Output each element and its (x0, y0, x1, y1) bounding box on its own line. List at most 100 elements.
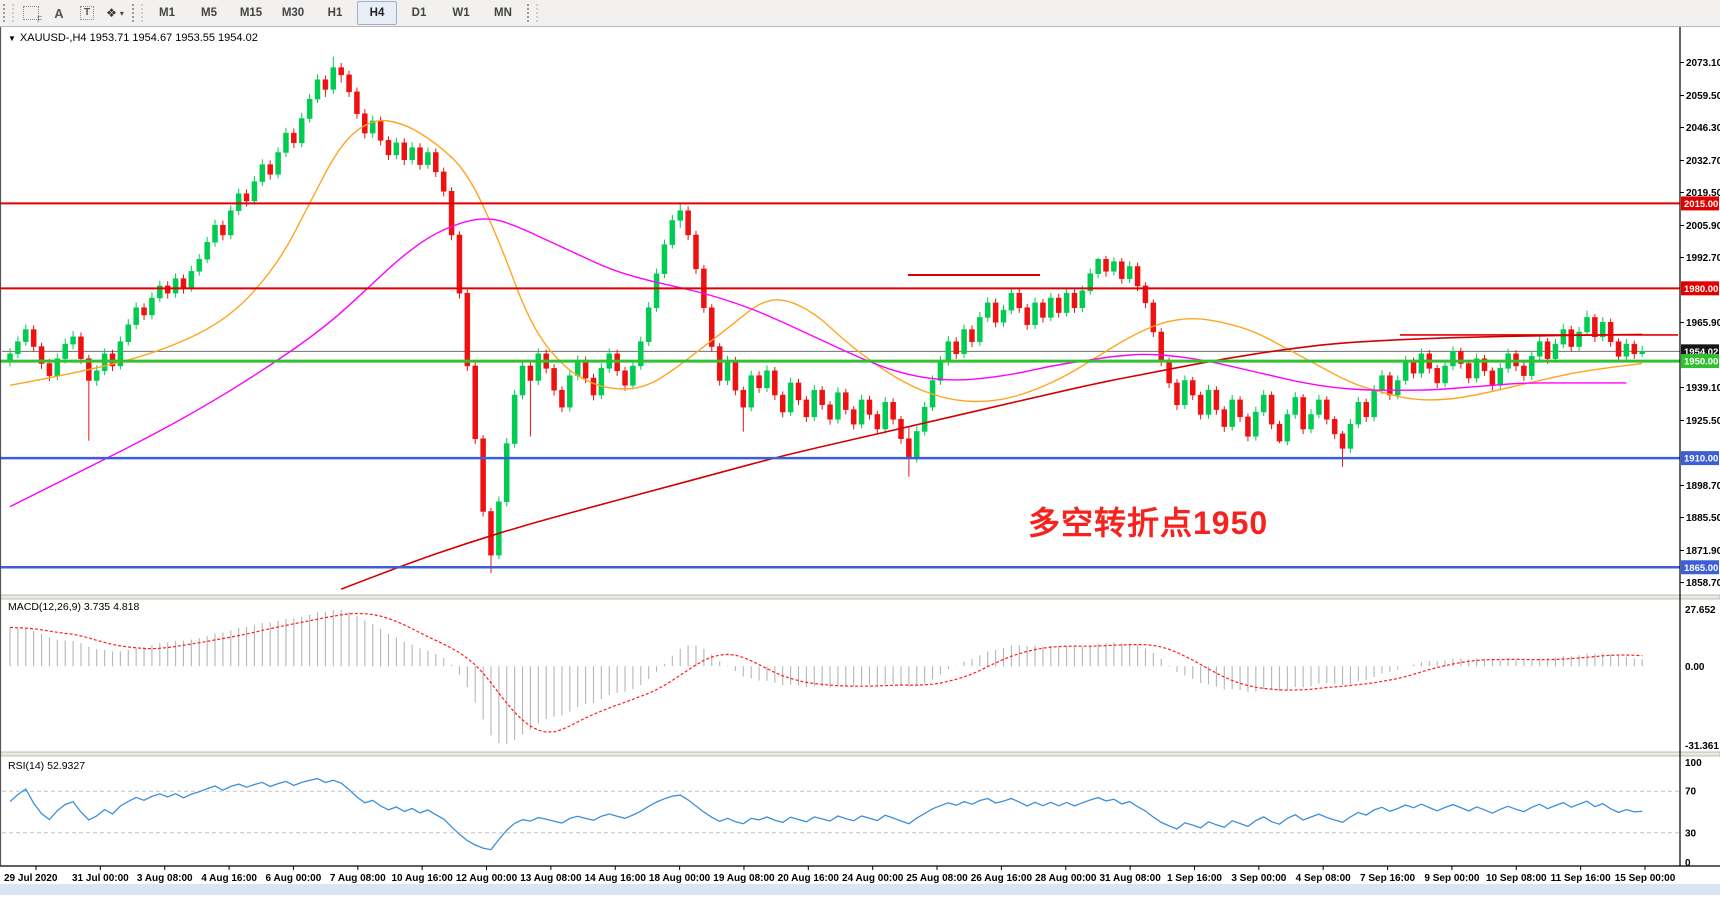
svg-text:4 Aug 16:00: 4 Aug 16:00 (201, 873, 257, 884)
slow-ma (340, 333, 1643, 590)
svg-text:14 Aug 16:00: 14 Aug 16:00 (585, 873, 647, 884)
macd-name: MACD(12,26,9) (8, 601, 81, 613)
timeframe-buttons: M1 M5 M15 M30 H1 H4 D1 W1 MN (146, 1, 524, 25)
price-badge (1681, 354, 1719, 369)
rsi-panel-label: RSI(14) 52.9327 (8, 760, 85, 772)
svg-text:2015.00: 2015.00 (1684, 199, 1718, 210)
text-label-tool-button[interactable]: A (46, 1, 72, 25)
chart-window[interactable]: 2073.10 2059.50 2046.30 2032.70 2019.50 2005.… (0, 27, 1720, 895)
svg-text:3 Sep 00:00: 3 Sep 00:00 (1231, 873, 1286, 884)
svg-text:3 Aug 08:00: 3 Aug 08:00 (137, 873, 193, 884)
rsi-value: 52.9327 (47, 760, 86, 772)
macd-values: 3.735 4.818 (83, 601, 140, 613)
svg-text:100: 100 (1685, 758, 1702, 769)
svg-text:27.652: 27.652 (1685, 605, 1716, 616)
symbol-ohlc-line[interactable]: ▼ XAUUSD-,H4 1953.71 1954.67 1953.55 1954… (8, 32, 258, 44)
arrows-icon: ❖ (106, 6, 117, 20)
svg-text:10 Sep 08:00: 10 Sep 08:00 (1486, 873, 1547, 884)
svg-text:4 Sep 08:00: 4 Sep 08:00 (1296, 873, 1351, 884)
indicator-axis: 27.652 0.00 -31.361 100 70 30 0 (1685, 605, 1719, 869)
svg-text:29 Jul 2020: 29 Jul 2020 (4, 873, 58, 884)
price-badge (1681, 451, 1719, 466)
macd-layer (9, 610, 1643, 744)
boxed-t-icon: T (79, 6, 95, 20)
svg-text:1865.00: 1865.00 (1684, 563, 1718, 574)
timeframe-button-m1[interactable]: M1 (159, 7, 175, 19)
svg-text:-31.361: -31.361 (1685, 741, 1719, 752)
symbol-dropdown-icon[interactable]: ▼ (8, 34, 16, 43)
svg-text:12 Aug 00:00: 12 Aug 00:00 (456, 873, 518, 884)
timeframe-button-w1[interactable]: W1 (452, 7, 470, 19)
mid-ma (9, 218, 1627, 508)
svg-text:13 Aug 08:00: 13 Aug 08:00 (520, 873, 582, 884)
svg-text:1965.90: 1965.90 (1686, 318, 1720, 329)
timeframe-button-h4[interactable]: H4 (357, 1, 397, 25)
svg-text:1858.70: 1858.70 (1686, 578, 1720, 589)
timeframe-button-m15[interactable]: M15 (239, 7, 263, 19)
svg-text:1954.02: 1954.02 (1684, 347, 1718, 358)
rsi-layer (2, 777, 1680, 851)
chart-canvas[interactable]: 2073.10 2059.50 2046.30 2032.70 2019.50 2005.… (0, 27, 1720, 900)
toolbar-drag-handle[interactable] (132, 4, 143, 22)
svg-text:24 Aug 00:00: 24 Aug 00:00 (842, 873, 904, 884)
timeframe-button-h1[interactable]: H1 (327, 7, 343, 19)
timeframe-button-m30[interactable]: M30 (281, 7, 305, 19)
svg-text:2059.50: 2059.50 (1686, 91, 1720, 102)
svg-text:26 Aug 16:00: 26 Aug 16:00 (971, 873, 1033, 884)
toolbar: F A T ❖ ▾ M1 M5 M15 M30 H1 H4 D1 W1 MN (0, 0, 1720, 27)
timeframe-button-mn[interactable]: MN (494, 7, 512, 19)
level-lines-layer (0, 202, 1680, 569)
time-axis: 29 Jul 2020 31 Jul 00:00 3 Aug 08:00 4 Aug … (4, 866, 1676, 884)
timeframe-button-m5[interactable]: M5 (201, 7, 217, 19)
svg-text:6 Aug 00:00: 6 Aug 00:00 (266, 873, 322, 884)
svg-text:2019.50: 2019.50 (1686, 188, 1720, 199)
svg-text:0.00: 0.00 (1685, 662, 1705, 673)
svg-text:9 Sep 00:00: 9 Sep 00:00 (1424, 873, 1479, 884)
svg-text:31 Jul 00:00: 31 Jul 00:00 (72, 873, 129, 884)
svg-text:1871.90: 1871.90 (1686, 546, 1720, 557)
symbol-title: XAUUSD-,H4 1953.71 1954.67 1953.55 1954.… (19, 32, 258, 44)
svg-text:10 Aug 16:00: 10 Aug 16:00 (391, 873, 453, 884)
svg-text:1939.10: 1939.10 (1686, 383, 1720, 394)
moving-averages-layer (9, 119, 1643, 590)
svg-text:25 Aug 08:00: 25 Aug 08:00 (906, 873, 968, 884)
chevron-down-icon: ▾ (119, 8, 124, 18)
svg-text:1898.70: 1898.70 (1686, 481, 1720, 492)
toolbar-drag-handle[interactable] (3, 4, 14, 22)
text-box-tool-button[interactable]: T (74, 1, 100, 25)
svg-text:1992.70: 1992.70 (1686, 253, 1720, 264)
svg-text:1885.50: 1885.50 (1686, 513, 1720, 524)
svg-text:1 Sep 16:00: 1 Sep 16:00 (1167, 873, 1222, 884)
price-axis: 2073.10 2059.50 2046.30 2032.70 2019.50 2005.… (1680, 58, 1720, 589)
svg-text:1950.00: 1950.00 (1684, 357, 1718, 368)
objects-grid-tool-button[interactable]: F (18, 1, 44, 25)
grid-f-icon: F (23, 6, 42, 24)
svg-text:20 Aug 16:00: 20 Aug 16:00 (778, 873, 840, 884)
chart-svg[interactable]: 2073.10 2059.50 2046.30 2032.70 2019.50 2005.… (0, 27, 1720, 895)
rsi-name: RSI(14) (8, 760, 45, 772)
trend-annotation-text[interactable]: 多空转折点1950 (1028, 505, 1269, 541)
svg-text:2073.10: 2073.10 (1686, 58, 1720, 69)
macd-panel-label: MACD(12,26,9) 3.735 4.818 (8, 601, 139, 613)
svg-text:2032.70: 2032.70 (1686, 156, 1720, 167)
svg-text:2046.30: 2046.30 (1686, 123, 1720, 134)
svg-text:31 Aug 08:00: 31 Aug 08:00 (1099, 873, 1161, 884)
price-badge (1681, 560, 1719, 575)
price-badge (1681, 281, 1719, 296)
toolbar-drag-handle[interactable] (527, 4, 538, 22)
svg-text:30: 30 (1685, 828, 1697, 839)
svg-text:0: 0 (1685, 858, 1691, 869)
svg-text:1925.50: 1925.50 (1686, 416, 1720, 427)
svg-text:18 Aug 00:00: 18 Aug 00:00 (649, 873, 711, 884)
svg-text:11 Sep 16:00: 11 Sep 16:00 (1551, 873, 1611, 884)
svg-text:15 Sep 00:00: 15 Sep 00:00 (1615, 873, 1676, 884)
svg-text:19 Aug 08:00: 19 Aug 08:00 (713, 873, 775, 884)
letter-a-icon: A (54, 5, 64, 21)
timeframe-button-d1[interactable]: D1 (411, 7, 427, 19)
svg-text:7 Aug 08:00: 7 Aug 08:00 (330, 873, 386, 884)
price-badge (1681, 196, 1719, 211)
svg-text:28 Aug 00:00: 28 Aug 00:00 (1035, 873, 1097, 884)
svg-text:70: 70 (1685, 787, 1697, 798)
arrow-tools-button[interactable]: ❖ ▾ (102, 1, 128, 25)
svg-text:2005.90: 2005.90 (1686, 221, 1720, 232)
